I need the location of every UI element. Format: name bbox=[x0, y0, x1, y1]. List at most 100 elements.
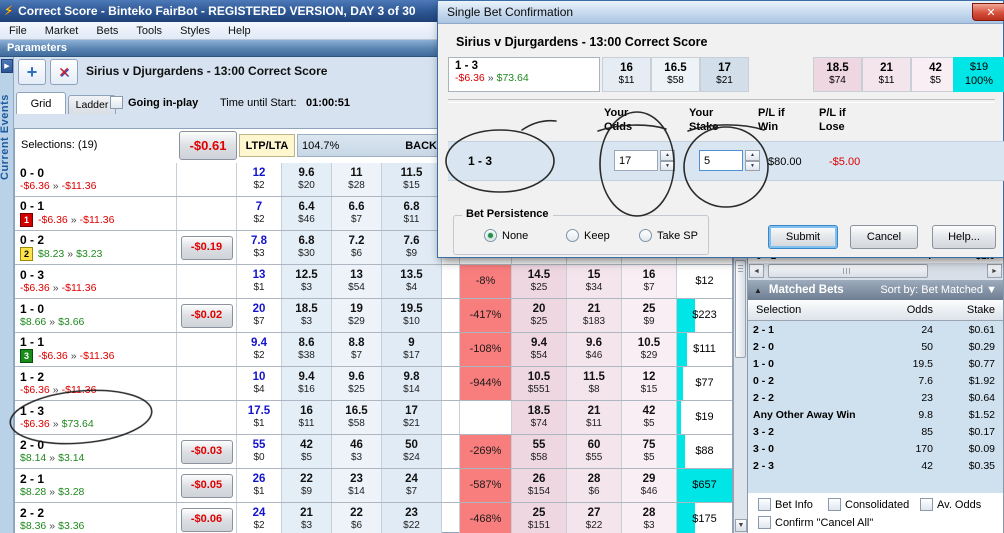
dialog-back-cell[interactable]: 16 $11 bbox=[602, 57, 651, 92]
dialog-lay-cell[interactable]: 42 $5 bbox=[911, 57, 960, 92]
back-cell[interactable]: 7.6 $9 bbox=[382, 231, 442, 264]
back-cell[interactable]: 42 $5 bbox=[282, 435, 332, 468]
lay-cell[interactable]: 27 $22 bbox=[567, 503, 622, 533]
back-cell[interactable]: 6.8 $11 bbox=[382, 197, 442, 230]
back-cell[interactable]: 23 $14 bbox=[332, 469, 382, 502]
back-cell[interactable]: 7 $2 bbox=[237, 197, 282, 230]
radio-dot[interactable] bbox=[484, 229, 497, 242]
lay-cell[interactable]: 25 $151 bbox=[512, 503, 567, 533]
odds-spin-up-icon[interactable]: ▲ bbox=[660, 150, 675, 161]
back-cell[interactable]: 16 $11 bbox=[282, 401, 332, 434]
lay-cell[interactable]: 10.5 $551 bbox=[512, 367, 567, 400]
back-cell[interactable]: 22 $6 bbox=[332, 503, 382, 533]
panel-horizontal-scrollbar[interactable]: ◄ ► bbox=[748, 263, 1003, 280]
checkbox-consolidated[interactable]: Consolidated bbox=[828, 498, 909, 511]
lay-cell[interactable]: 20 $25 bbox=[512, 299, 567, 332]
scroll-left-arrow[interactable]: ◄ bbox=[749, 264, 764, 278]
row-pl-button[interactable]: -$0.19 bbox=[180, 235, 233, 260]
dialog-close-button[interactable]: ✕ bbox=[972, 3, 1004, 21]
lay-cell[interactable]: 18.5 $74 bbox=[512, 401, 567, 434]
back-cell[interactable]: 20 $7 bbox=[237, 299, 282, 332]
grid-vertical-scrollbar[interactable]: ▼ bbox=[733, 258, 747, 533]
lay-cell[interactable]: 60 $55 bbox=[567, 435, 622, 468]
back-cell[interactable]: 12.5 $3 bbox=[282, 265, 332, 298]
menu-file[interactable]: File bbox=[9, 24, 27, 37]
back-cell[interactable]: 10 $4 bbox=[237, 367, 282, 400]
tab-ladder[interactable]: Ladder bbox=[68, 95, 116, 114]
submit-button[interactable]: Submit bbox=[768, 225, 838, 249]
lay-cell[interactable]: 75 $5 bbox=[622, 435, 677, 468]
dialog-title-bar[interactable]: Single Bet Confirmation bbox=[438, 1, 1003, 24]
checkbox-bet-info[interactable]: Bet Info bbox=[758, 498, 813, 511]
row-pl-button[interactable]: -$0.02 bbox=[180, 303, 233, 328]
back-cell[interactable]: 9 $17 bbox=[382, 333, 442, 366]
back-cell[interactable]: 19 $29 bbox=[332, 299, 382, 332]
row-pl-button[interactable]: -$0.03 bbox=[180, 439, 233, 464]
back-cell[interactable]: 17 $21 bbox=[382, 401, 442, 434]
lay-cell[interactable]: 12 $15 bbox=[622, 367, 677, 400]
back-cell[interactable]: 9.4 $2 bbox=[237, 333, 282, 366]
back-cell[interactable]: 26 $1 bbox=[237, 469, 282, 502]
dialog-lay-cell[interactable]: 21 $11 bbox=[862, 57, 911, 92]
menu-help[interactable]: Help bbox=[228, 24, 251, 37]
back-cell[interactable]: 11 $28 bbox=[332, 163, 382, 196]
menu-market[interactable]: Market bbox=[44, 24, 79, 37]
back-cell[interactable]: 46 $3 bbox=[332, 435, 382, 468]
stake-input[interactable] bbox=[699, 150, 743, 171]
sidebar-expand-icon[interactable]: ▶ bbox=[1, 59, 13, 73]
matched-bets-header[interactable]: ▲ Matched Bets Sort by: Bet Matched ▼ bbox=[748, 280, 1003, 300]
back-cell[interactable]: 24 $7 bbox=[382, 469, 442, 502]
stake-spin-up-icon[interactable]: ▲ bbox=[745, 150, 760, 161]
radio-dot[interactable] bbox=[566, 229, 579, 242]
checkbox-box[interactable] bbox=[758, 498, 771, 511]
scrollbar-thumb[interactable] bbox=[768, 264, 928, 278]
lay-cell[interactable]: 15 $34 bbox=[567, 265, 622, 298]
dialog-back-cell[interactable]: 17 $21 bbox=[700, 57, 749, 92]
odds-input[interactable] bbox=[614, 150, 658, 171]
back-cell[interactable]: 9.6 $25 bbox=[332, 367, 382, 400]
back-cell[interactable]: 9.8 $14 bbox=[382, 367, 442, 400]
back-cell[interactable]: 8.6 $38 bbox=[282, 333, 332, 366]
remove-market-button[interactable]: ✕ bbox=[50, 59, 78, 85]
checkbox-confirm-cancel-all-[interactable]: Confirm "Cancel All" bbox=[758, 516, 873, 529]
back-cell[interactable]: 6.6 $7 bbox=[332, 197, 382, 230]
lay-cell[interactable]: 10.5 $29 bbox=[622, 333, 677, 366]
lay-cell[interactable]: 42 $5 bbox=[622, 401, 677, 434]
radio-none[interactable]: None bbox=[484, 229, 528, 242]
lay-cell[interactable]: 21 $11 bbox=[567, 401, 622, 434]
lay-cell[interactable]: 21 $183 bbox=[567, 299, 622, 332]
radio-keep[interactable]: Keep bbox=[566, 229, 610, 242]
back-cell[interactable]: 11.5 $15 bbox=[382, 163, 442, 196]
row-pl-button[interactable]: -$0.06 bbox=[180, 507, 233, 532]
lay-cell[interactable]: 55 $58 bbox=[512, 435, 567, 468]
back-cell[interactable]: 12 $2 bbox=[237, 163, 282, 196]
back-cell[interactable]: 24 $2 bbox=[237, 503, 282, 533]
lay-cell[interactable]: 9.6 $46 bbox=[567, 333, 622, 366]
back-cell[interactable]: 16.5 $58 bbox=[332, 401, 382, 434]
back-cell[interactable]: 7.8 $3 bbox=[237, 231, 282, 264]
lay-cell[interactable]: 28 $3 bbox=[622, 503, 677, 533]
scrollbar-down-arrow[interactable]: ▼ bbox=[735, 519, 747, 532]
ltp-lta-header[interactable]: LTP/LTA bbox=[239, 134, 295, 157]
back-cell[interactable]: 9.4 $16 bbox=[282, 367, 332, 400]
cancel-button[interactable]: Cancel bbox=[850, 225, 918, 249]
checkbox-box[interactable] bbox=[828, 498, 841, 511]
back-cell[interactable]: 50 $24 bbox=[382, 435, 442, 468]
menu-bets[interactable]: Bets bbox=[96, 24, 119, 37]
back-cell[interactable]: 9.6 $20 bbox=[282, 163, 332, 196]
menu-tools[interactable]: Tools bbox=[136, 24, 163, 37]
going-inplay-checkbox[interactable] bbox=[110, 96, 123, 109]
back-cell[interactable]: 19.5 $10 bbox=[382, 299, 442, 332]
lay-cell[interactable]: 29 $46 bbox=[622, 469, 677, 502]
back-cell[interactable]: 21 $3 bbox=[282, 503, 332, 533]
back-cell[interactable]: 18.5 $3 bbox=[282, 299, 332, 332]
lay-cell[interactable]: 11.5 $8 bbox=[567, 367, 622, 400]
back-cell[interactable]: 17.5 $1 bbox=[237, 401, 282, 434]
tab-grid[interactable]: Grid bbox=[16, 92, 66, 114]
total-pl-button[interactable]: -$0.61 bbox=[179, 131, 237, 160]
back-cell[interactable]: 7.2 $6 bbox=[332, 231, 382, 264]
back-cell[interactable]: 23 $22 bbox=[382, 503, 442, 533]
back-cell[interactable]: 13 $54 bbox=[332, 265, 382, 298]
back-cell[interactable]: 22 $9 bbox=[282, 469, 332, 502]
scroll-right-arrow[interactable]: ► bbox=[987, 264, 1002, 278]
